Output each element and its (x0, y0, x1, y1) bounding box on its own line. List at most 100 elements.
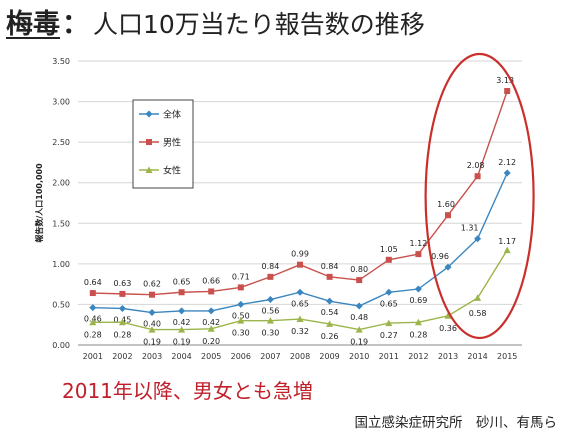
data-point-1 (178, 289, 185, 296)
data-point-0 (296, 288, 304, 296)
data-label: 0.28 (84, 330, 102, 339)
data-point-0 (503, 169, 511, 177)
data-point-2 (355, 326, 363, 333)
legend-label: 全体 (163, 109, 181, 121)
data-point-0 (474, 235, 482, 243)
data-point-2 (385, 319, 393, 327)
data-point-0 (355, 302, 363, 310)
data-label: 0.28 (113, 330, 131, 339)
y-tick-label: 3.00 (52, 98, 70, 107)
data-point-1 (89, 290, 96, 297)
source-credit: 国立感染症研究所 砂川、有馬ら (354, 415, 558, 431)
data-point-2 (326, 320, 334, 327)
data-point-0 (118, 304, 126, 312)
data-label: 0.30 (232, 329, 250, 338)
data-label: 0.48 (350, 313, 368, 322)
data-point-2 (444, 312, 452, 319)
data-point-2 (118, 318, 126, 326)
highlight-ellipse (424, 52, 535, 340)
data-point-0 (89, 304, 97, 312)
data-label: 0.19 (143, 338, 161, 347)
data-point-1 (267, 273, 274, 280)
data-label: 0.42 (202, 318, 220, 327)
data-label: 0.96 (431, 252, 449, 261)
title-colon: ： (62, 9, 89, 40)
data-point-2 (414, 318, 422, 326)
legend-marker-0 (145, 110, 153, 118)
data-label: 0.71 (232, 272, 250, 281)
data-point-1 (356, 277, 363, 284)
y-tick-label: 0.50 (52, 300, 70, 309)
data-point-2 (266, 317, 274, 324)
data-point-1 (326, 273, 333, 280)
data-label: 0.69 (409, 296, 427, 305)
data-label: 1.05 (380, 245, 398, 254)
data-label: 0.64 (84, 278, 102, 287)
data-label: 0.42 (173, 318, 191, 327)
y-tick-label: 1.00 (52, 260, 70, 269)
data-point-0 (326, 297, 334, 305)
data-label: 0.19 (173, 338, 191, 347)
data-point-2 (237, 317, 245, 324)
data-point-2 (503, 246, 511, 254)
x-tick-label: 2006 (231, 352, 251, 361)
x-tick-label: 2004 (171, 352, 191, 361)
x-tick-label: 2003 (142, 352, 162, 361)
x-tick-label: 2015 (497, 352, 517, 361)
data-point-0 (148, 309, 156, 317)
x-tick-label: 2001 (83, 352, 103, 361)
data-label: 0.66 (202, 276, 220, 285)
y-tick-label: 0.00 (52, 341, 70, 350)
data-point-2 (148, 326, 156, 333)
data-label: 0.40 (143, 320, 161, 329)
data-label: 0.84 (321, 262, 339, 271)
slide-title: 梅毒： 人口10万当たり報告数の推移 (6, 2, 425, 42)
x-tick-label: 2012 (408, 352, 428, 361)
legend-label: 男性 (163, 137, 181, 149)
data-label: 0.99 (291, 250, 309, 259)
y-tick-label: 2.50 (52, 138, 70, 147)
data-point-1 (415, 251, 422, 258)
data-label: 1.17 (498, 237, 516, 246)
data-point-2 (178, 326, 186, 333)
data-point-1 (474, 173, 481, 180)
data-label: 0.65 (291, 299, 309, 308)
legend-marker-2 (145, 166, 153, 173)
data-label: 0.54 (321, 308, 339, 317)
data-point-2 (474, 294, 482, 301)
x-tick-label: 2010 (349, 352, 369, 361)
data-point-1 (208, 288, 215, 295)
data-label: 1.60 (437, 200, 455, 209)
data-point-2 (207, 325, 215, 332)
data-label: 0.80 (350, 265, 368, 274)
x-tick-label: 2014 (467, 352, 487, 361)
data-point-0 (237, 300, 245, 308)
x-tick-label: 2002 (112, 352, 132, 361)
y-tick-label: 3.50 (52, 57, 70, 66)
annotation-note: 2011年以降、男女とも急増 (62, 379, 313, 403)
data-label: 0.36 (439, 324, 457, 333)
x-tick-label: 2005 (201, 352, 221, 361)
data-label: 0.27 (380, 331, 398, 340)
data-label: 0.65 (380, 299, 398, 308)
data-point-2 (89, 318, 97, 326)
data-label: 2.08 (467, 161, 485, 170)
data-label: 0.30 (261, 329, 279, 338)
data-point-0 (178, 307, 186, 315)
title-disease: 梅毒 (6, 9, 60, 40)
data-point-1 (149, 291, 155, 298)
data-point-0 (414, 285, 422, 293)
legend-marker-1 (146, 139, 152, 145)
data-label: 0.26 (321, 332, 339, 341)
x-tick-label: 2011 (379, 352, 399, 361)
data-point-2 (296, 315, 304, 323)
data-point-1 (385, 256, 392, 263)
data-point-0 (207, 307, 215, 315)
data-label: 3.13 (496, 76, 514, 85)
data-label: 0.84 (261, 262, 279, 271)
data-label: 1.12 (409, 239, 427, 248)
data-label: 0.32 (291, 327, 309, 336)
x-tick-label: 2009 (319, 352, 339, 361)
legend-label: 女性 (163, 165, 181, 177)
data-label: 0.28 (409, 330, 427, 339)
